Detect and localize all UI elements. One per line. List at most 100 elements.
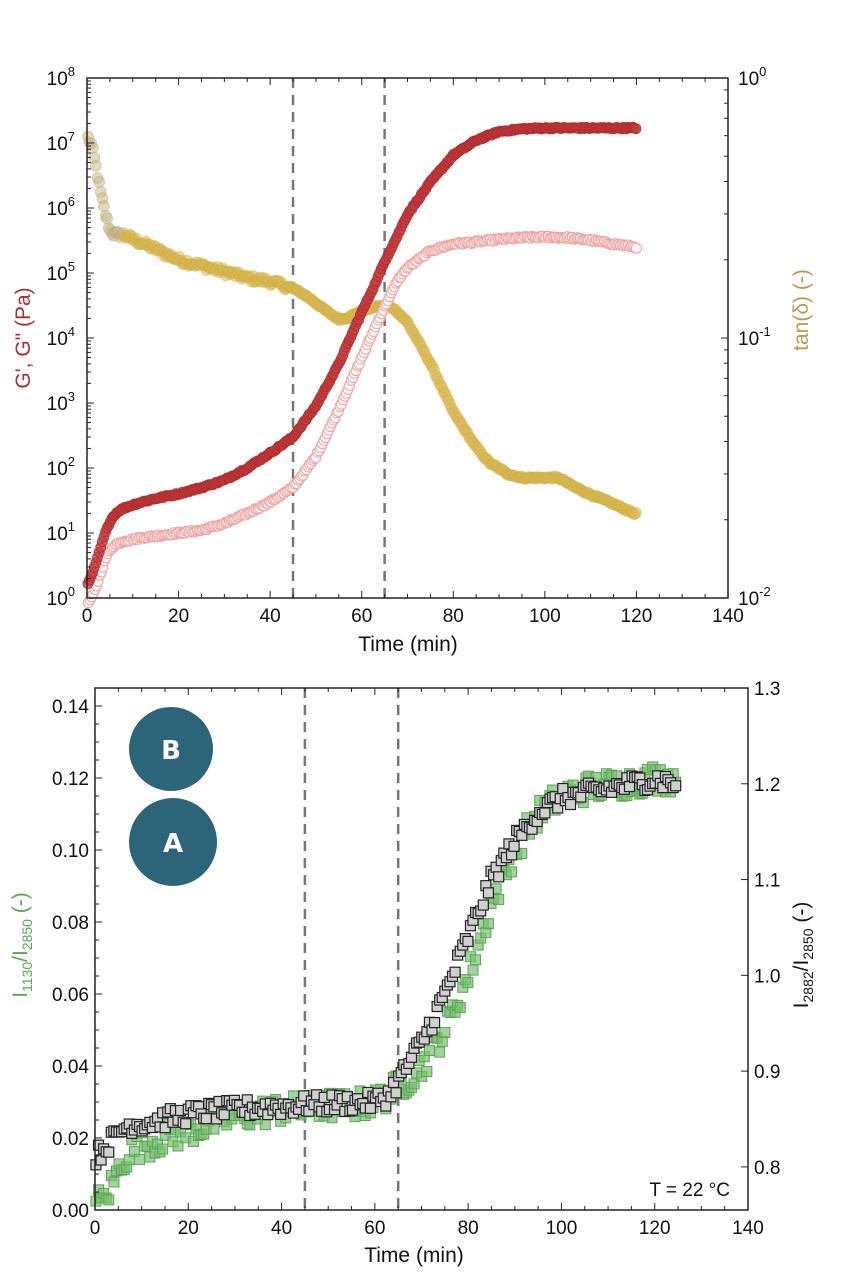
i1130-point: [439, 1026, 451, 1038]
y-right-tick-labels: 10-2 10-1 100: [738, 64, 771, 610]
i1130-point: [493, 893, 505, 905]
i2882-point: [508, 840, 520, 852]
g-double-prime-point: [630, 242, 642, 254]
i2882-point: [103, 1146, 115, 1158]
y-right-tick-label: 100: [738, 64, 766, 90]
x-tick-label: 60: [364, 1218, 385, 1239]
y-tick-label: 0.02: [52, 1129, 89, 1150]
i1130-point: [434, 1046, 446, 1058]
y-right-tick-label: 0.9: [754, 1062, 780, 1083]
y-tick-label: 107: [47, 129, 75, 155]
y-tick-label: 0.14: [52, 697, 89, 718]
x-tick-label: 0: [82, 606, 93, 627]
plot-frame: [86, 77, 729, 599]
axis-ticks: [94, 687, 749, 1211]
badge-a-label: A: [163, 829, 183, 859]
i2882-point: [564, 798, 577, 811]
x-tick-label: 40: [271, 1218, 292, 1239]
i2882-point: [575, 791, 587, 803]
rheology-plot: 0 20 40 60 80 100 120 140 100 101 102 103 104 105 106…: [12, 64, 813, 656]
tan-delta-point: [629, 507, 642, 520]
y-tick-label: 104: [47, 324, 75, 350]
i2882-point: [482, 887, 495, 899]
i1130-point: [454, 1001, 466, 1013]
y-right-tick-label: 1.2: [754, 775, 780, 796]
x-tick-label: 120: [639, 1218, 671, 1239]
y-right-tick-label: 1.1: [754, 871, 780, 892]
x-tick-label: 40: [260, 606, 281, 627]
i1130-point: [462, 977, 474, 989]
i1130-point: [470, 954, 482, 966]
phase-dividers: [291, 78, 386, 598]
y-tick-label: 0.12: [52, 769, 89, 790]
tan-delta-point: [97, 200, 110, 213]
x-tick-label: 80: [458, 1218, 479, 1239]
y-right-tick-label: 1.0: [754, 966, 780, 987]
series-g-prime: [82, 121, 642, 590]
badge-b: B: [129, 707, 213, 791]
y-tick-labels: 0.00 0.02 0.04 0.06 0.08 0.10 0.12 0.14: [52, 697, 89, 1222]
i2882-point: [218, 1109, 230, 1121]
x-tick-label: 20: [168, 606, 189, 627]
y-tick-label: 0.10: [52, 841, 89, 862]
y-tick-labels: 100 101 102 103 104 105 106 107 108: [47, 64, 75, 610]
y-right-tick-label: 10-2: [738, 584, 771, 610]
y-tick-label: 0.00: [52, 1201, 89, 1222]
badge-a: A: [129, 798, 217, 886]
y-tick-label: 100: [47, 584, 75, 610]
badge-b-label: B: [161, 736, 181, 766]
y-right-tick-label: 1.3: [754, 679, 780, 700]
axis-ticks: [86, 78, 729, 599]
y-tick-label: 108: [47, 64, 75, 90]
phase-dividers: [303, 688, 400, 1210]
tan-delta-point: [101, 212, 114, 225]
i2882-point: [364, 1102, 377, 1114]
y-tick-label: 0.06: [52, 985, 89, 1006]
i1130-point: [408, 1078, 420, 1090]
y-axis-title: I1130/I2850 (-): [9, 892, 35, 998]
raman-series: [90, 761, 682, 1207]
i1130-point: [103, 1194, 115, 1206]
badge-b-circle: [129, 707, 213, 791]
i1130-point: [423, 1045, 435, 1057]
x-tick-label: 100: [546, 1218, 578, 1239]
i1130-point: [172, 1140, 184, 1152]
y-tick-label: 103: [47, 389, 75, 415]
i2882-point: [462, 935, 474, 948]
i1130-point: [134, 1153, 146, 1165]
series-tan-delta: [81, 130, 642, 521]
i2882-point: [493, 871, 505, 883]
i1130-point: [467, 964, 479, 976]
i1130-point: [108, 1176, 120, 1188]
i1130-point: [506, 866, 518, 878]
i2882-point: [180, 1118, 192, 1130]
i1130-point: [421, 1066, 433, 1078]
y-tick-label: 0.04: [52, 1057, 89, 1078]
x-tick-label: 140: [712, 606, 744, 627]
rheology-series: [81, 121, 642, 609]
tan-delta-point: [89, 159, 102, 172]
y-tick-label: 101: [47, 519, 75, 545]
x-tick-label: 80: [443, 606, 464, 627]
x-tick-labels: 0 20 40 60 80 100 120 140: [90, 1218, 764, 1239]
x-tick-label: 100: [529, 606, 561, 627]
x-tick-label: 140: [732, 1218, 764, 1239]
tan-delta-point: [86, 141, 99, 154]
i2882-point: [477, 899, 489, 911]
temperature-annotation: T = 22 °C: [649, 1180, 730, 1201]
x-axis-title: Time (min): [364, 1244, 464, 1267]
y-tick-label: 0.08: [52, 913, 89, 934]
y-right-tick-labels: 0.8 0.9 1.0 1.1 1.2 1.3: [754, 679, 780, 1179]
y-right-tick-label: 0.8: [754, 1158, 780, 1179]
g-prime-point: [630, 123, 642, 135]
series-i2882: [90, 770, 682, 1171]
i2882-point: [200, 1113, 212, 1125]
x-tick-labels: 0 20 40 60 80 100 120 140: [82, 606, 744, 627]
y-right-tick-label: 10-1: [738, 324, 771, 350]
i2882-point: [390, 1087, 402, 1099]
i2882-point: [380, 1100, 392, 1112]
x-tick-label: 120: [621, 606, 653, 627]
i1130-point: [157, 1143, 169, 1155]
x-tick-label: 0: [90, 1218, 101, 1239]
